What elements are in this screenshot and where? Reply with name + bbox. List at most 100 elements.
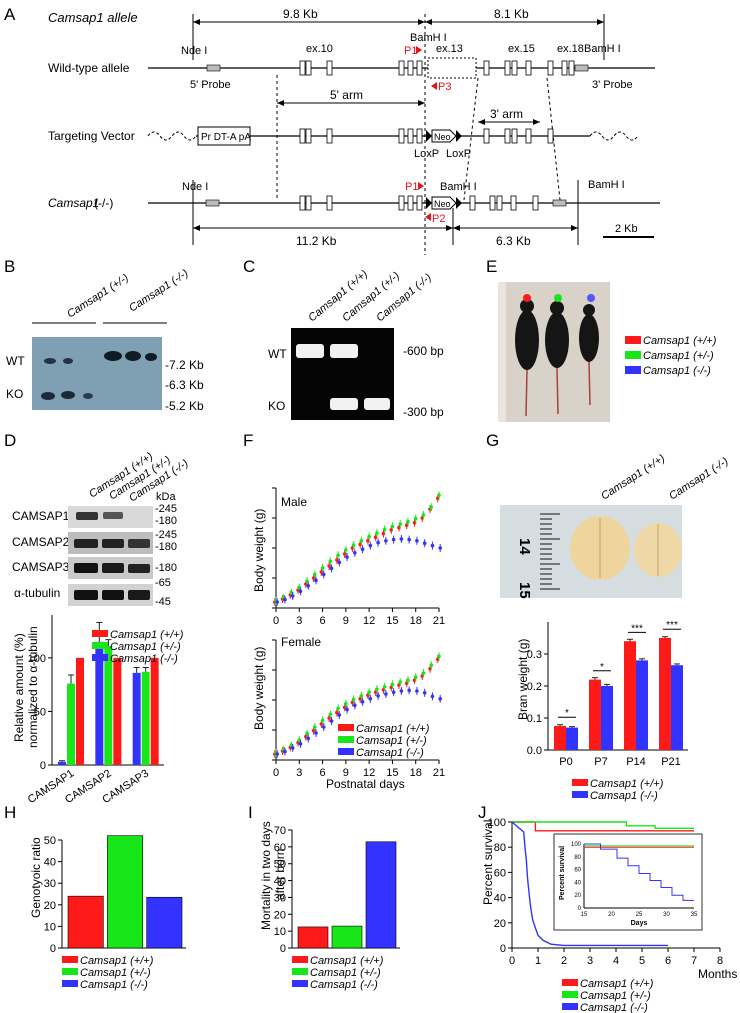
- exon-3: [326, 60, 333, 76]
- f-male-point: [320, 566, 325, 570]
- f-male-xtick-label: 15: [386, 615, 398, 627]
- panel-f: F Male Female Body weight (g) Body weigh…: [243, 431, 445, 791]
- f-female-point: [337, 713, 342, 717]
- d-kda-4: -180: [155, 541, 177, 553]
- f-male-point: [413, 516, 418, 521]
- j-inset-xtick-label: 20: [608, 912, 615, 918]
- j-xtick-label: 5: [639, 955, 645, 967]
- h-ytick-label: 0: [50, 943, 56, 955]
- exons-tv: [299, 128, 554, 144]
- j-xtick-label: 2: [561, 955, 567, 967]
- legend-f-swatch-3: [338, 748, 354, 755]
- exon-11: [532, 195, 539, 211]
- f-male-point: [406, 519, 410, 524]
- j-inset-xlabel: Days: [631, 920, 648, 927]
- f-female-point: [391, 690, 396, 694]
- j-inset-ytick-label: 0: [578, 906, 582, 912]
- f-female-point: [329, 719, 334, 723]
- i-ytick-label: 50: [274, 859, 286, 871]
- probe5-label: 5' Probe: [190, 79, 231, 91]
- f-female-xtick-label: 15: [386, 767, 398, 779]
- legend-i-swatch-3: [292, 980, 308, 987]
- h-ytick-label: 40: [44, 857, 56, 869]
- f-female-xtick-label: 12: [363, 767, 375, 779]
- exon-8: [504, 60, 511, 76]
- i-ytick-label: 0: [280, 943, 286, 955]
- row-tv: Targeting Vector: [48, 129, 135, 143]
- panel-g: G Camsap1 (+/+) Camsap1 (-/-) 14 15 Bran…: [486, 431, 731, 802]
- b-group2: Camsap1 (-/-): [127, 267, 191, 314]
- d-bar: [67, 683, 75, 765]
- f-female-xtick-label: 3: [296, 767, 302, 779]
- f-female-point: [368, 697, 373, 701]
- probe3-label: 3' Probe: [592, 79, 633, 91]
- exon-4: [398, 60, 405, 76]
- legend-j-2: Camsap1 (+/-): [580, 990, 651, 1002]
- c-band-ko-3: [364, 398, 390, 410]
- d-ylabel-1: Relative amount (%): [12, 633, 26, 742]
- exon-10: [510, 195, 517, 211]
- b-marker-2: -6.3 Kb: [165, 378, 204, 392]
- j-line-wt: [512, 821, 694, 832]
- f-male-point: [306, 584, 311, 588]
- j-ytick-label: 80: [494, 842, 506, 854]
- f-male-point: [290, 594, 295, 598]
- g-bar: [624, 641, 636, 750]
- i-ytick-label: 10: [274, 926, 286, 938]
- f-male-point: [437, 493, 441, 498]
- tv-wave-right: [589, 131, 639, 141]
- dist-right: 8.1 Kb: [494, 7, 529, 21]
- j-ytick-label: 40: [494, 893, 506, 905]
- b-ko: KO: [6, 387, 23, 401]
- exon-9: [511, 60, 518, 76]
- p1-arrow-wt: [416, 46, 422, 54]
- legend-h-3: Camsap1 (-/-): [80, 979, 148, 991]
- f-male-point: [314, 578, 318, 583]
- f-male-point: [329, 566, 334, 571]
- f-female-point: [306, 736, 311, 741]
- mouse-dot-green: [554, 294, 562, 302]
- f-female-point: [336, 706, 340, 711]
- legend-g-1: Camsap1 (+/+): [590, 778, 664, 790]
- c-band-wt-1: [296, 344, 324, 358]
- f-female-point: [398, 680, 402, 684]
- chart-f-female: 0 3 6 9 12 15 18 21: [272, 639, 445, 779]
- f-male-point: [391, 537, 396, 542]
- legend-d-2: Camsap1 (+/-): [110, 641, 181, 653]
- exon-6: [416, 60, 423, 76]
- legend-f-2: Camsap1 (+/-): [356, 735, 427, 747]
- g-group1: Camsap1 (+/+): [599, 452, 667, 502]
- ex13-box: [427, 57, 477, 79]
- f-female-point: [376, 694, 380, 698]
- f-male-point: [298, 589, 303, 593]
- ndei-wt: Nde I: [181, 45, 207, 57]
- brain-photo-ruler: [540, 513, 560, 590]
- f-male-point: [337, 560, 342, 565]
- f-female-xtick-label: 18: [410, 767, 422, 779]
- f-male-point: [351, 543, 356, 547]
- f-female-point: [399, 689, 404, 693]
- c-marker-2: -300 bp: [403, 405, 444, 419]
- j-inset-ytick-label: 20: [574, 893, 581, 899]
- panel-label-e: E: [486, 257, 497, 276]
- legend-d-swatch-1: [92, 630, 108, 637]
- legend-d-swatch-2: [92, 642, 108, 649]
- b-band-wt-5: [145, 353, 157, 361]
- j-line-het: [512, 821, 694, 829]
- b-marker-3: -5.2 Kb: [165, 399, 204, 413]
- p3-label: P3: [438, 81, 451, 93]
- b-band-wt-4: [125, 351, 141, 361]
- f-male-point: [375, 531, 379, 535]
- j-inset-frame: [553, 833, 703, 931]
- d-bar: [76, 657, 84, 765]
- mouse-3: [579, 314, 599, 362]
- mouse-1: [515, 310, 539, 370]
- f-female-point: [413, 675, 418, 679]
- legend-d-swatch-3: [92, 654, 108, 661]
- f-male-point: [368, 543, 373, 548]
- f-male-point: [390, 524, 395, 529]
- legend-g-swatch-1: [572, 779, 588, 786]
- f-male-point: [283, 597, 287, 602]
- j-xtick-label: 8: [717, 955, 723, 967]
- h-ytick-label: 50: [44, 835, 56, 847]
